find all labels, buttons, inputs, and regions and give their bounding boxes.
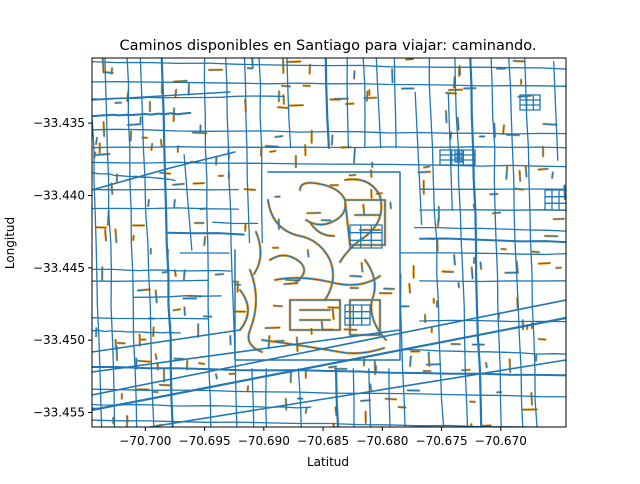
y-tick-label-2: −33.445: [33, 261, 85, 275]
x-tick-label-2: −70.690: [238, 434, 290, 448]
x-tick-label-0: −70.700: [119, 434, 171, 448]
y-axis: −33.435 −33.440 −33.445 −33.450 −33.455: [33, 116, 92, 420]
plot-area: [91, 57, 567, 428]
y-axis-label: Longitud: [3, 217, 17, 269]
x-tick-label-5: −70.675: [416, 434, 468, 448]
streets-layer: [92, 58, 566, 427]
x-tick-label-3: −70.685: [297, 434, 349, 448]
y-tick-label-4: −33.455: [33, 406, 85, 420]
x-tick-label-1: −70.695: [179, 434, 231, 448]
chart-title: Caminos disponibles en Santiago para via…: [120, 38, 537, 54]
plot-frame: [91, 57, 567, 428]
x-tick-label-4: −70.680: [356, 434, 408, 448]
x-axis-label: Latitud: [307, 455, 349, 469]
y-tick-label-3: −33.450: [33, 333, 85, 347]
y-tick-label-1: −33.440: [33, 188, 85, 202]
x-tick-label-6: −70.670: [475, 434, 527, 448]
x-axis: −70.700 −70.695 −70.690 −70.685 −70.680 −70.6…: [119, 427, 527, 448]
y-tick-label-0: −33.435: [33, 116, 85, 130]
